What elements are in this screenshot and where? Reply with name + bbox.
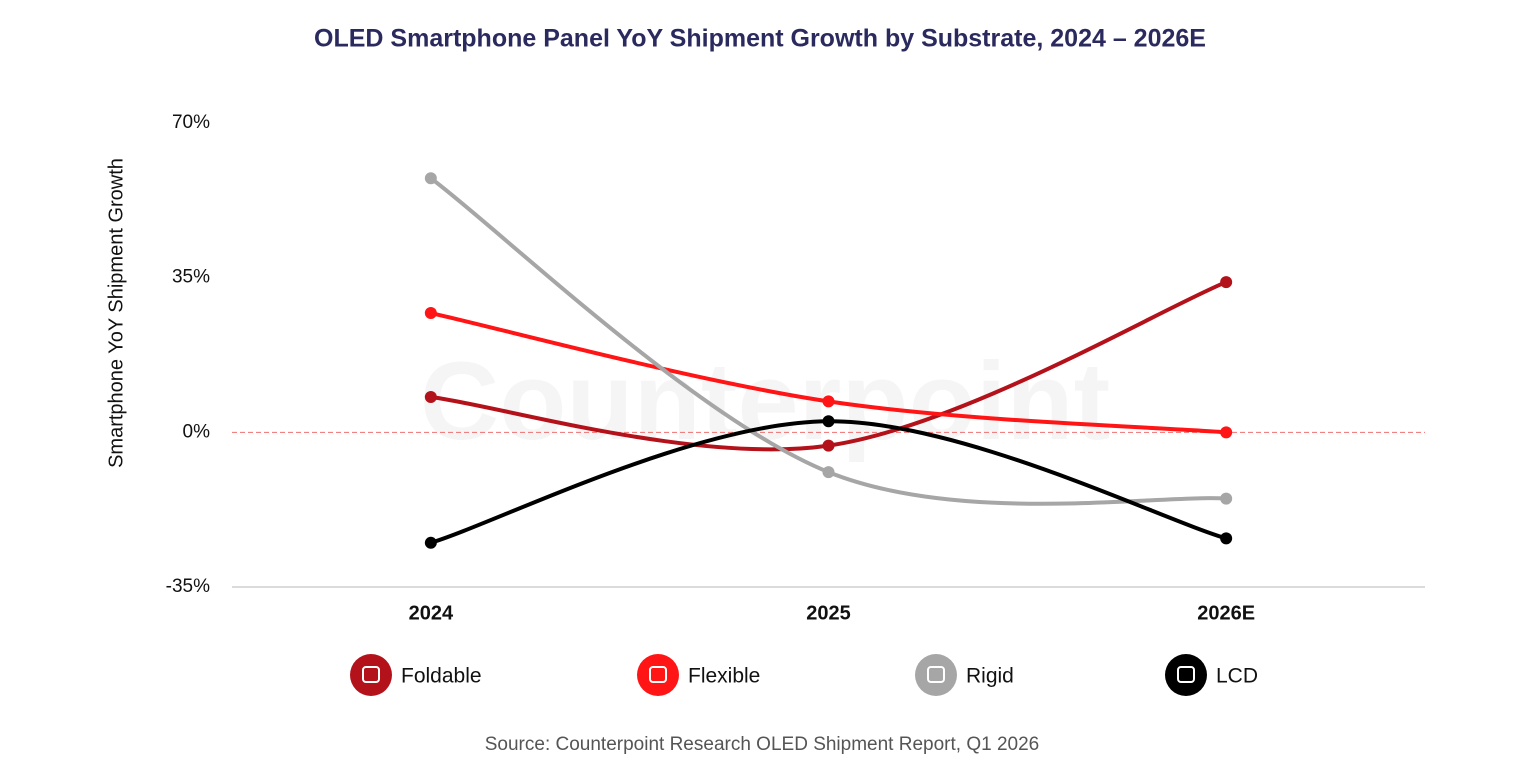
y-tick-label: -35% — [166, 576, 210, 597]
y-tick-label: 0% — [183, 421, 211, 442]
legend-icon — [915, 654, 957, 696]
legend-label: Rigid — [966, 665, 1014, 688]
legend-icon-glyph — [1177, 666, 1195, 683]
watermark: Counterpoint — [420, 340, 1110, 463]
legend-icon — [350, 654, 392, 696]
y-tick-label: 70% — [172, 112, 210, 133]
data-point — [1220, 276, 1233, 289]
x-tick-label: 2024 — [409, 602, 454, 624]
legend-label: Foldable — [401, 665, 482, 688]
data-point — [424, 390, 437, 403]
x-tick-label: 2025 — [806, 602, 851, 624]
y-tick-label: 35% — [172, 267, 210, 288]
data-point — [424, 536, 437, 549]
data-point — [1220, 492, 1233, 505]
data-point — [424, 307, 437, 320]
data-point — [1220, 426, 1233, 439]
chart-title: OLED Smartphone Panel YoY Shipment Growt… — [314, 25, 1206, 53]
x-tick-label: 2026E — [1197, 602, 1255, 624]
data-point — [822, 415, 835, 428]
data-point — [424, 172, 437, 185]
data-point — [822, 395, 835, 408]
data-point — [822, 466, 835, 479]
legend-label: Flexible — [688, 665, 760, 688]
legend-icon-glyph — [649, 666, 667, 683]
data-point — [1220, 532, 1233, 545]
data-point — [822, 439, 835, 452]
legend-icon-glyph — [362, 666, 380, 683]
source: Source: Counterpoint Research OLED Shipm… — [485, 734, 1039, 755]
legend-icon-glyph — [927, 666, 945, 683]
legend-icon — [637, 654, 679, 696]
legend-icon — [1165, 654, 1207, 696]
legend-label: LCD — [1216, 665, 1258, 688]
y-axis-title: Smartphone YoY Shipment Growth — [105, 158, 127, 468]
